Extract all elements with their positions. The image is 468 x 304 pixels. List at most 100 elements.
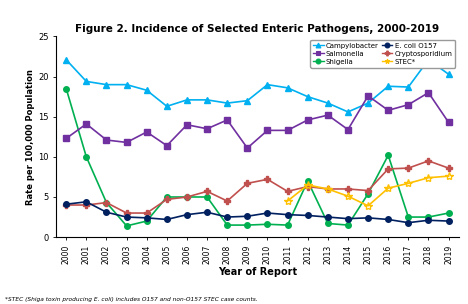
- Shigella: [184, 195, 190, 199]
- Shigella: [285, 223, 291, 227]
- Cryptosporidium: [84, 203, 89, 207]
- Salmonella: [144, 130, 150, 134]
- E. coli O157: [426, 219, 431, 222]
- Salmonella: [305, 118, 311, 122]
- Shigella: [446, 211, 452, 215]
- Campylobacter: [325, 101, 331, 105]
- Salmonella: [84, 122, 89, 126]
- Shigella: [426, 215, 431, 219]
- Legend: Campylobacter, Salmonella, Shigella, E. coli O157, Cryptosporidium, STEC*: Campylobacter, Salmonella, Shigella, E. …: [310, 40, 455, 68]
- Salmonella: [245, 146, 250, 150]
- Salmonella: [386, 109, 391, 112]
- Salmonella: [446, 120, 452, 124]
- Salmonella: [164, 144, 170, 147]
- Shigella: [305, 179, 311, 183]
- Cryptosporidium: [406, 166, 411, 170]
- STEC*: [345, 194, 351, 198]
- Shigella: [225, 223, 230, 227]
- E. coli O157: [164, 218, 170, 221]
- Line: E. coli O157: E. coli O157: [64, 199, 451, 226]
- Shigella: [124, 224, 130, 228]
- Cryptosporidium: [325, 187, 331, 191]
- Campylobacter: [265, 83, 271, 86]
- Shigella: [325, 222, 331, 225]
- Salmonella: [406, 103, 411, 106]
- E. coli O157: [144, 216, 150, 220]
- Cryptosporidium: [305, 185, 311, 188]
- Cryptosporidium: [345, 187, 351, 191]
- Cryptosporidium: [164, 198, 170, 201]
- E. coli O157: [205, 210, 210, 214]
- Campylobacter: [124, 83, 130, 86]
- E. coli O157: [84, 200, 89, 204]
- Cryptosporidium: [225, 199, 230, 203]
- E. coli O157: [225, 215, 230, 219]
- Y-axis label: Rate per 100,000 Population: Rate per 100,000 Population: [26, 69, 35, 205]
- Cryptosporidium: [426, 159, 431, 163]
- Salmonella: [426, 91, 431, 95]
- Shigella: [104, 201, 110, 204]
- Shigella: [406, 215, 411, 219]
- Salmonella: [184, 123, 190, 126]
- Line: Cryptosporidium: Cryptosporidium: [64, 158, 451, 216]
- Campylobacter: [245, 99, 250, 102]
- Campylobacter: [305, 95, 311, 98]
- STEC*: [406, 181, 411, 185]
- Campylobacter: [84, 80, 89, 83]
- Campylobacter: [366, 101, 371, 105]
- STEC*: [446, 174, 452, 178]
- Salmonella: [124, 140, 130, 144]
- E. coli O157: [245, 214, 250, 218]
- Line: Campylobacter: Campylobacter: [64, 57, 451, 115]
- Campylobacter: [164, 105, 170, 108]
- Cryptosporidium: [366, 189, 371, 192]
- Shigella: [345, 223, 351, 227]
- Campylobacter: [426, 58, 431, 62]
- Campylobacter: [225, 101, 230, 105]
- STEC*: [366, 204, 371, 208]
- E. coli O157: [325, 215, 331, 219]
- Cryptosporidium: [265, 178, 271, 181]
- Campylobacter: [446, 72, 452, 76]
- Shigella: [366, 192, 371, 195]
- Cryptosporidium: [144, 211, 150, 215]
- Line: Salmonella: Salmonella: [64, 90, 451, 151]
- E. coli O157: [104, 210, 110, 214]
- STEC*: [386, 186, 391, 190]
- Text: *STEC (Shiga toxin producing E. coli) includes O157 and non-O157 STEC case count: *STEC (Shiga toxin producing E. coli) in…: [5, 298, 257, 302]
- Salmonella: [64, 136, 69, 140]
- Shigella: [84, 155, 89, 159]
- Shigella: [64, 87, 69, 91]
- E. coli O157: [446, 219, 452, 223]
- STEC*: [305, 183, 311, 187]
- E. coli O157: [406, 221, 411, 224]
- E. coli O157: [366, 216, 371, 220]
- Salmonella: [285, 129, 291, 132]
- Campylobacter: [285, 86, 291, 90]
- Cryptosporidium: [205, 190, 210, 193]
- Cryptosporidium: [446, 166, 452, 170]
- Cryptosporidium: [124, 211, 130, 215]
- Cryptosporidium: [184, 195, 190, 199]
- Cryptosporidium: [386, 167, 391, 171]
- STEC*: [285, 199, 291, 203]
- Salmonella: [225, 118, 230, 122]
- Campylobacter: [104, 83, 110, 86]
- Salmonella: [104, 138, 110, 142]
- Salmonella: [205, 127, 210, 131]
- STEC*: [426, 176, 431, 180]
- Campylobacter: [345, 110, 351, 114]
- E. coli O157: [285, 213, 291, 216]
- Shigella: [205, 195, 210, 199]
- Cryptosporidium: [245, 181, 250, 185]
- E. coli O157: [64, 202, 69, 206]
- Campylobacter: [64, 58, 69, 62]
- Line: Shigella: Shigella: [64, 86, 451, 229]
- Shigella: [265, 223, 271, 226]
- Salmonella: [345, 128, 351, 131]
- E. coli O157: [345, 217, 351, 220]
- Cryptosporidium: [285, 190, 291, 193]
- E. coli O157: [305, 214, 311, 217]
- Cryptosporidium: [64, 203, 69, 207]
- Campylobacter: [205, 98, 210, 102]
